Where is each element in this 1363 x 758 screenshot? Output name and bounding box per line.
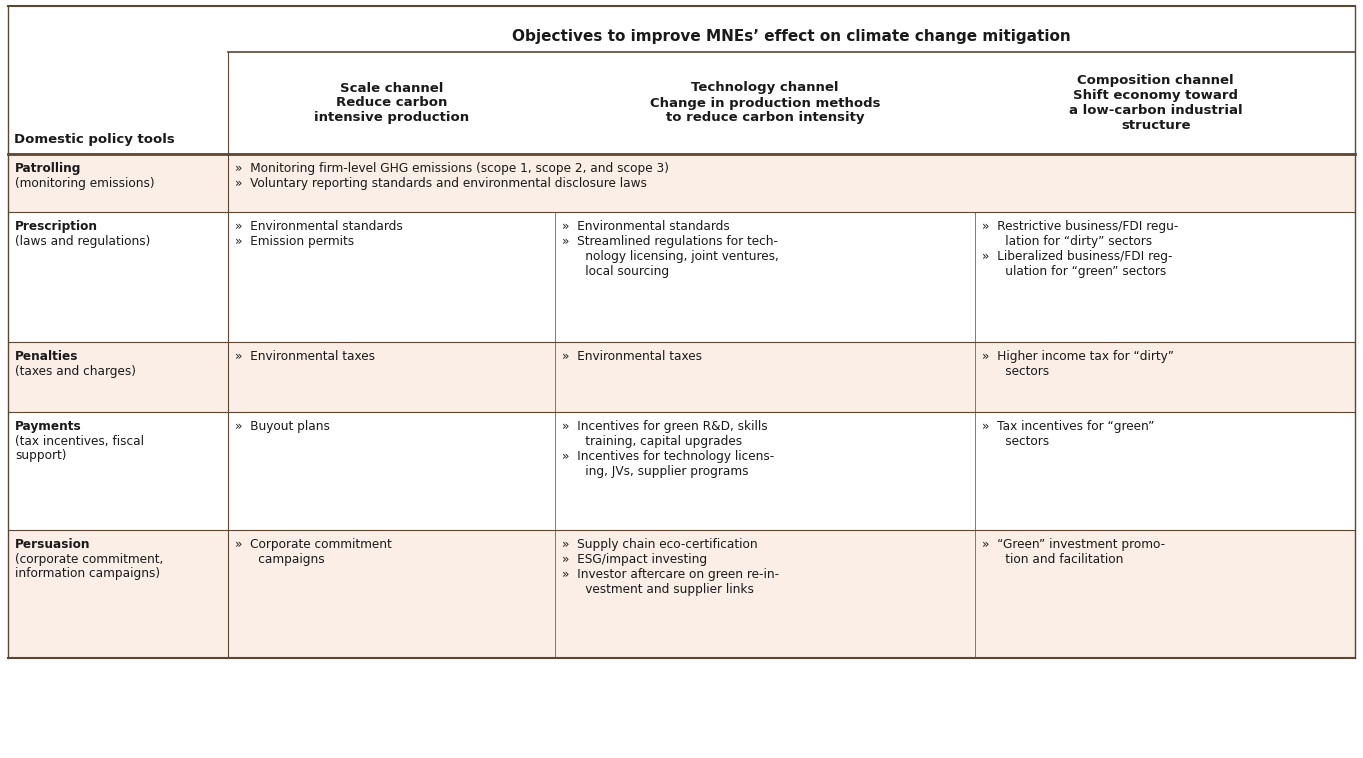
Text: »  “Green” investment promo-
      tion and facilitation: » “Green” investment promo- tion and fac… <box>983 538 1165 566</box>
Text: »  Higher income tax for “dirty”
      sectors: » Higher income tax for “dirty” sectors <box>983 350 1174 378</box>
Text: »  Monitoring firm-level GHG emissions (scope 1, scope 2, and scope 3)
»  Volunt: » Monitoring firm-level GHG emissions (s… <box>234 162 669 190</box>
Text: (monitoring emissions): (monitoring emissions) <box>15 177 154 190</box>
Text: support): support) <box>15 449 67 462</box>
Text: (corporate commitment,: (corporate commitment, <box>15 553 164 566</box>
Text: Technology channel
Change in production methods
to reduce carbon intensity: Technology channel Change in production … <box>650 82 880 124</box>
Bar <box>975 52 1336 154</box>
Text: »  Buyout plans: » Buyout plans <box>234 420 330 433</box>
Bar <box>8 52 228 154</box>
Text: Scale channel
Reduce carbon
intensive production: Scale channel Reduce carbon intensive pr… <box>313 82 469 124</box>
Bar <box>8 412 1355 530</box>
Text: (tax incentives, fiscal: (tax incentives, fiscal <box>15 435 144 448</box>
Text: Objectives to improve MNEs’ effect on climate change mitigation: Objectives to improve MNEs’ effect on cl… <box>512 30 1071 45</box>
Bar <box>228 6 1355 52</box>
Text: »  Corporate commitment
      campaigns: » Corporate commitment campaigns <box>234 538 391 566</box>
Text: »  Environmental standards
»  Streamlined regulations for tech-
      nology lic: » Environmental standards » Streamlined … <box>562 220 778 278</box>
Text: »  Restrictive business/FDI regu-
      lation for “dirty” sectors
»  Liberalize: » Restrictive business/FDI regu- lation … <box>983 220 1179 278</box>
Text: »  Tax incentives for “green”
      sectors: » Tax incentives for “green” sectors <box>983 420 1154 448</box>
Bar <box>8 154 1355 212</box>
Text: Penalties: Penalties <box>15 350 79 363</box>
Bar <box>8 212 1355 342</box>
Text: (laws and regulations): (laws and regulations) <box>15 235 150 248</box>
Text: (taxes and charges): (taxes and charges) <box>15 365 136 378</box>
Text: Composition channel
Shift economy toward
a low-carbon industrial
structure: Composition channel Shift economy toward… <box>1069 74 1243 132</box>
Text: »  Environmental taxes: » Environmental taxes <box>562 350 702 363</box>
Text: »  Environmental taxes: » Environmental taxes <box>234 350 375 363</box>
Text: information campaigns): information campaigns) <box>15 568 159 581</box>
Text: Domestic policy tools: Domestic policy tools <box>14 133 174 146</box>
Bar <box>8 530 1355 658</box>
Text: »  Incentives for green R&D, skills
      training, capital upgrades
»  Incentiv: » Incentives for green R&D, skills train… <box>562 420 774 478</box>
Text: Patrolling: Patrolling <box>15 162 82 175</box>
Bar <box>555 52 975 154</box>
Text: »  Supply chain eco-certification
»  ESG/impact investing
»  Investor aftercare : » Supply chain eco-certification » ESG/i… <box>562 538 780 596</box>
Text: Persuasion: Persuasion <box>15 538 90 551</box>
Bar <box>8 342 1355 412</box>
Text: Prescription: Prescription <box>15 220 98 233</box>
Bar <box>228 52 555 154</box>
Text: »  Environmental standards
»  Emission permits: » Environmental standards » Emission per… <box>234 220 402 248</box>
Text: Payments: Payments <box>15 420 82 433</box>
